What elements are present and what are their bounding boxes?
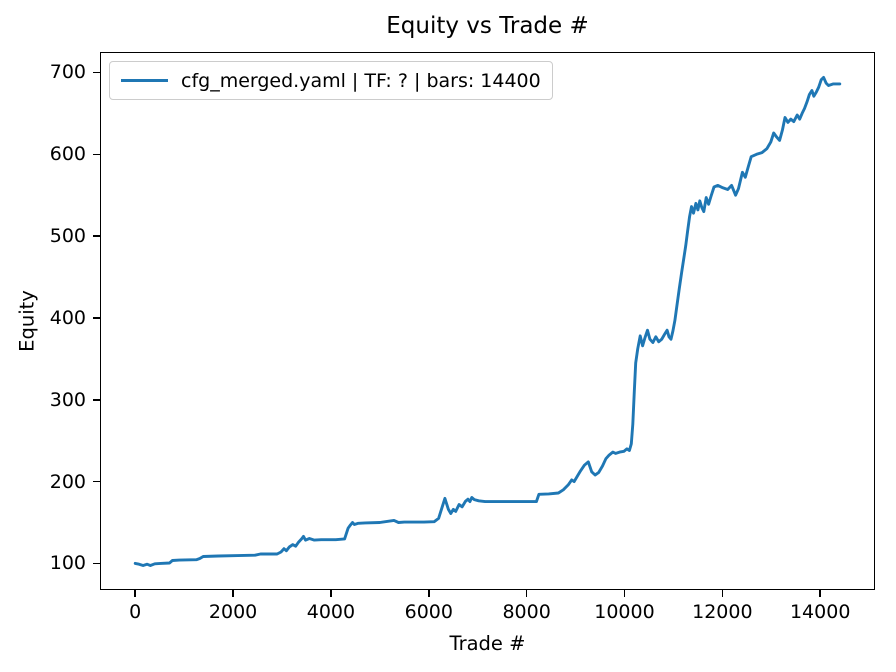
y-tick-mark (93, 399, 100, 401)
plot-canvas (133, 75, 841, 567)
y-tick-label: 500 (49, 225, 86, 248)
equity-curve-line (133, 75, 841, 567)
y-tick-mark (93, 480, 100, 483)
legend-line-sample (121, 79, 168, 82)
y-tick-label: 600 (49, 143, 86, 166)
y-tick-label: 700 (49, 61, 86, 84)
y-tick-mark (93, 71, 100, 74)
x-tick-label: 10000 (594, 601, 655, 623)
x-tick-mark (819, 590, 821, 597)
y-tick-mark (93, 153, 100, 156)
x-tick-label: 8000 (502, 601, 551, 623)
legend: cfg_merged.yaml | TF: ? | bars: 14400 (109, 61, 553, 100)
plot-area: cfg_merged.yaml | TF: ? | bars: 14400 (100, 52, 875, 590)
x-tick-label: 0 (129, 601, 142, 623)
y-tick-mark (93, 317, 100, 319)
x-tick-label: 4000 (306, 601, 356, 623)
y-tick-mark (93, 562, 100, 565)
x-tick-mark (134, 590, 136, 597)
x-tick-mark (721, 590, 724, 597)
x-tick-label: 12000 (692, 601, 753, 623)
x-tick-mark (232, 590, 234, 597)
x-tick-mark (428, 590, 430, 597)
y-tick-label: 400 (49, 306, 86, 329)
chart-title: Equity vs Trade # (386, 13, 589, 39)
legend-label: cfg_merged.yaml | TF: ? | bars: 14400 (181, 69, 541, 92)
x-axis-label: Trade # (449, 632, 526, 655)
x-tick-label: 6000 (404, 601, 453, 623)
y-tick-label: 300 (49, 388, 86, 411)
y-tick-label: 100 (49, 552, 86, 575)
x-tick-label: 2000 (208, 601, 258, 623)
y-tick-label: 200 (49, 470, 86, 493)
x-tick-label: 14000 (789, 601, 851, 623)
y-tick-mark (93, 235, 100, 237)
x-tick-mark (623, 590, 626, 597)
x-tick-mark (525, 590, 528, 597)
x-tick-mark (330, 590, 332, 597)
